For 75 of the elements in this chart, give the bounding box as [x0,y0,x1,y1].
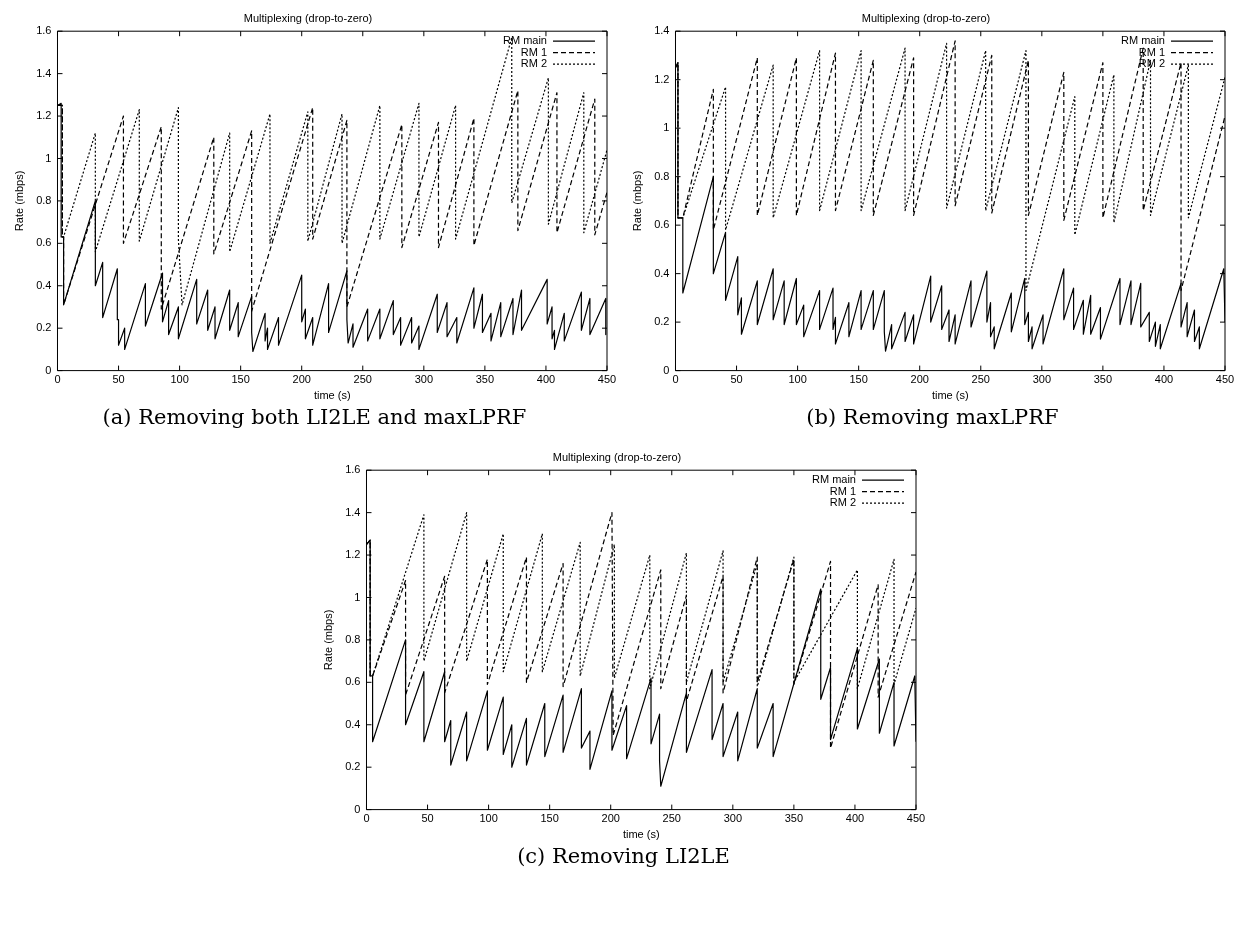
y-tick-label: 0.2 [344,760,360,773]
y-tick-label: 0.8 [344,632,360,645]
chart-title: Multiplexing (drop-to-zero) [552,450,681,463]
x-tick-label: 350 [1093,373,1112,386]
x-tick-label: 450 [597,373,616,386]
legend-label: RM 1 [520,45,547,58]
y-tick-label: 0.4 [344,717,360,730]
y-axis-title: Rate (mbps) [321,609,334,671]
y-tick-label: 0.4 [35,278,51,291]
y-tick-label: 0.6 [35,236,51,249]
y-tick-label: 1.2 [344,548,360,561]
y-tick-label: 1.6 [344,463,360,476]
y-tick-label: 1.2 [653,72,669,85]
y-tick-label: 0.4 [653,266,669,279]
y-tick-label: 1.2 [35,109,51,122]
y-tick-label: 0.2 [35,321,51,334]
legend-label: RM main [1120,34,1165,47]
x-tick-label: 250 [971,373,990,386]
legend-label: RM 2 [829,496,856,509]
y-tick-label: 0.8 [35,193,51,206]
x-tick-label: 0 [362,812,370,825]
legend-label: RM 1 [829,484,856,497]
x-tick-label: 200 [601,812,620,825]
text: (a) Removing both LI2LE and maxLPRF [102,405,527,429]
chart-title: Multiplexing (drop-to-zero) [861,11,990,24]
y-tick-label: 0.2 [653,315,669,328]
y-tick-label: 1 [662,121,669,134]
text: (c) Removing LI2LE [517,844,730,868]
chart-title: Multiplexing (drop-to-zero) [243,11,372,24]
x-tick-label: 50 [729,373,743,386]
x-tick-label: 0 [53,373,61,386]
x-tick-label: 300 [1032,373,1051,386]
text: (b) Removing maxLPRF [806,405,1059,429]
legend-label: RM 2 [520,57,547,70]
x-tick-label: 400 [1154,373,1173,386]
y-tick-label: 0.6 [344,675,360,688]
x-tick-label: 0 [671,373,679,386]
y-tick-label: 1.6 [35,24,51,37]
x-axis-title: time (s) [622,828,660,841]
x-tick-label: 350 [784,812,803,825]
x-tick-label: 250 [662,812,681,825]
x-tick-label: 200 [292,373,311,386]
x-tick-label: 150 [539,812,559,825]
y-tick-label: 0 [353,802,360,815]
legend-label: RM main [502,34,547,47]
x-tick-label: 150 [848,373,868,386]
y-tick-label: 0 [44,363,51,376]
x-tick-label: 400 [536,373,555,386]
x-tick-label: 50 [111,373,125,386]
y-tick-label: 1 [44,151,51,164]
x-tick-label: 200 [910,373,929,386]
x-tick-label: 350 [475,373,494,386]
x-tick-label: 100 [478,812,498,825]
y-tick-label: 1.4 [35,66,51,79]
x-axis-title: time (s) [313,389,351,402]
y-tick-label: 1.4 [344,505,360,518]
y-tick-label: 1.4 [653,24,669,37]
y-tick-label: 1 [353,590,360,603]
y-tick-label: 0 [662,363,669,376]
y-axis-title: Rate (mbps) [630,170,643,232]
x-tick-label: 300 [414,373,433,386]
x-axis-title: time (s) [931,389,969,402]
x-tick-label: 400 [845,812,864,825]
x-tick-label: 50 [420,812,434,825]
x-tick-label: 250 [353,373,372,386]
x-tick-label: 450 [1215,373,1234,386]
y-tick-label: 0.6 [653,218,669,231]
x-tick-label: 300 [723,812,742,825]
legend-label: RM main [811,473,856,486]
x-tick-label: 150 [230,373,250,386]
y-tick-label: 0.8 [653,169,669,182]
x-tick-label: 100 [787,373,807,386]
x-tick-label: 100 [169,373,189,386]
y-axis-title: Rate (mbps) [12,170,25,232]
x-tick-label: 450 [906,812,925,825]
